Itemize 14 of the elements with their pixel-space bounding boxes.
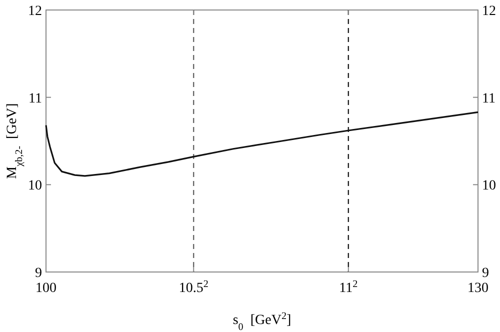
x-tick-label: 130	[468, 281, 488, 296]
y2-tick-label: 10	[482, 178, 496, 194]
y2-tick-label: 12	[482, 4, 496, 19]
y2-tick-label: 9	[482, 266, 489, 281]
x-axis-title: s$_{0}$ [GeV$^{2}$]	[232, 310, 292, 332]
x-tick-label: 100	[36, 281, 56, 296]
y-tick-label: 9	[35, 266, 42, 281]
x-tick-label: 10.5$^{2}$	[178, 278, 208, 296]
y-tick-label: 10	[28, 178, 42, 194]
y-tick-label: 11	[28, 91, 42, 106]
line-series	[45, 111, 479, 177]
y2-tick-label: 11	[482, 91, 496, 106]
x-tick-label: 11$^{2}$	[339, 278, 358, 296]
y-tick-label: 12	[28, 4, 42, 19]
